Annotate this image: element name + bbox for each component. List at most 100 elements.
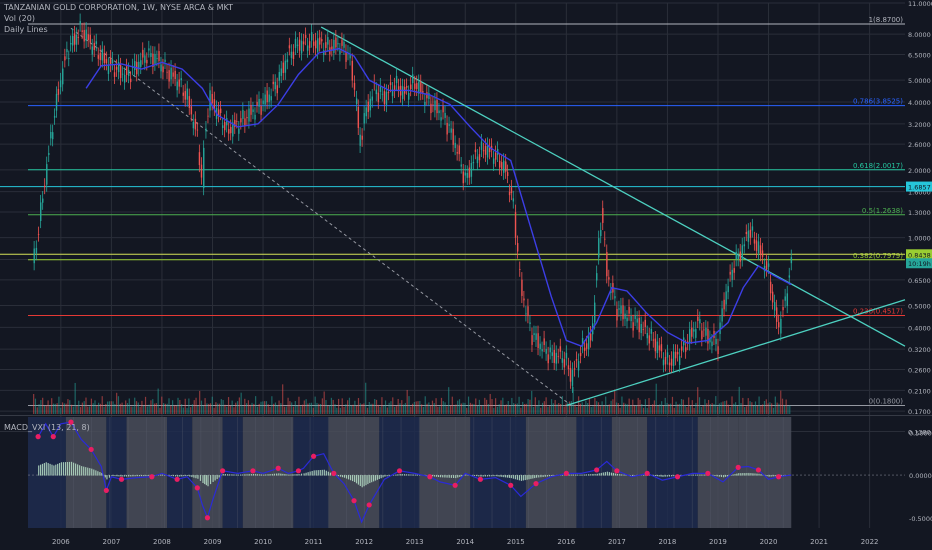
macd-signal-dot <box>351 498 357 504</box>
daily-lines-indicator-label[interactable]: Daily Lines <box>4 25 48 34</box>
volume-bar <box>182 407 185 414</box>
candle-body <box>727 286 729 293</box>
volume-bar <box>347 400 349 414</box>
candle-body <box>282 62 285 74</box>
candle-body <box>341 40 343 46</box>
volume-bar <box>603 405 605 414</box>
candle-body <box>176 81 178 91</box>
macd-legend[interactable]: MACD_VXI (13, 21, 8) <box>4 423 90 432</box>
symbol-title[interactable]: TANZANIAN GOLD CORPORATION, 1W, NYSE ARC… <box>4 3 233 12</box>
macd-histogram-bar <box>359 475 361 486</box>
volume-bar <box>350 405 352 414</box>
candle-body <box>254 114 256 120</box>
volume-bar <box>211 396 213 414</box>
candle-body <box>262 100 264 105</box>
macd-histogram-bar <box>136 475 138 477</box>
macd-signal-dot <box>103 487 109 494</box>
candle-body <box>555 352 558 364</box>
volume-bar <box>453 406 455 414</box>
volume-bar <box>720 402 722 414</box>
volume-bar <box>126 403 129 414</box>
candle-body <box>236 121 238 122</box>
macd-histogram-bar <box>252 473 255 476</box>
volume-bar <box>724 400 726 414</box>
volume-bar <box>565 403 567 414</box>
candle-body <box>478 154 481 161</box>
volume-bar <box>606 405 609 414</box>
macd-histogram-bar <box>147 475 149 477</box>
macd-histogram-bar <box>343 475 346 478</box>
candle-body <box>365 107 367 117</box>
volume-bar <box>45 405 47 414</box>
volume-bar <box>504 405 506 414</box>
macd-histogram-bar <box>62 462 65 476</box>
candle-body <box>420 82 422 94</box>
candle-body <box>274 81 276 90</box>
candle-body <box>745 231 748 235</box>
macd-histogram-bar <box>718 475 720 477</box>
volume-bar <box>399 403 401 414</box>
volume-bar <box>664 397 666 414</box>
volume-bar <box>426 403 428 414</box>
volume-bar <box>480 405 482 414</box>
macd-histogram-bar <box>254 474 257 476</box>
volume-bar <box>666 402 668 414</box>
time-axis-label: 2010 <box>254 538 272 546</box>
macd-histogram-bar <box>608 472 610 476</box>
macd-histogram-bar <box>111 475 113 476</box>
candle-body <box>426 92 428 99</box>
volume-indicator-label[interactable]: Vol (20) <box>4 14 35 23</box>
volume-bar <box>271 396 273 414</box>
macd-histogram-bar <box>716 475 718 477</box>
candle-body <box>458 145 460 155</box>
candle-body <box>55 93 58 111</box>
candle-body <box>735 251 737 260</box>
macd-histogram-bar <box>189 475 191 477</box>
candle-body <box>52 132 54 140</box>
fib-level-label: 0.5(1.2638) <box>862 207 903 215</box>
macd-histogram-bar <box>750 473 752 476</box>
macd-histogram-bar <box>177 475 179 477</box>
candle-body <box>203 147 205 189</box>
candle-body <box>658 345 661 351</box>
volume-bar <box>592 406 594 414</box>
candle-body <box>385 91 388 106</box>
volume-bar <box>190 407 192 414</box>
macd-histogram-bar <box>662 475 664 477</box>
volume-bar <box>388 402 390 414</box>
candle-body <box>306 45 309 51</box>
candle-body <box>523 298 525 301</box>
macd-histogram-bar <box>522 475 524 481</box>
macd-histogram-bar <box>448 475 450 478</box>
time-axis-label: 2012 <box>355 538 373 546</box>
macd-histogram-bar <box>652 475 655 476</box>
macd-histogram-bar <box>538 475 540 478</box>
candle-body <box>109 57 112 66</box>
volume-bar <box>469 402 471 414</box>
volume-bar <box>256 406 259 414</box>
macd-histogram-bar <box>237 474 239 476</box>
candle-body <box>462 171 465 184</box>
candle-body <box>77 36 80 38</box>
candle-body <box>662 359 665 366</box>
macd-histogram-bar <box>49 463 51 476</box>
volume-bar <box>700 406 702 414</box>
volume-bar <box>646 407 648 414</box>
candle-body <box>107 64 110 74</box>
volume-bar <box>188 398 190 414</box>
macd-histogram-bar <box>664 475 666 477</box>
volume-bar <box>74 382 76 414</box>
volume-bar <box>316 402 318 414</box>
volume-bar <box>343 406 345 414</box>
candle-body <box>438 110 440 114</box>
macd-histogram-bar <box>746 472 748 476</box>
candle-body <box>672 351 675 366</box>
macd-signal-dot <box>331 470 337 476</box>
volume-bar <box>90 398 93 414</box>
volume-bar <box>765 399 767 414</box>
macd-histogram-bar <box>87 467 89 476</box>
volume-bar <box>135 401 138 414</box>
candle-body <box>196 129 199 131</box>
macd-histogram-bar <box>115 475 117 477</box>
